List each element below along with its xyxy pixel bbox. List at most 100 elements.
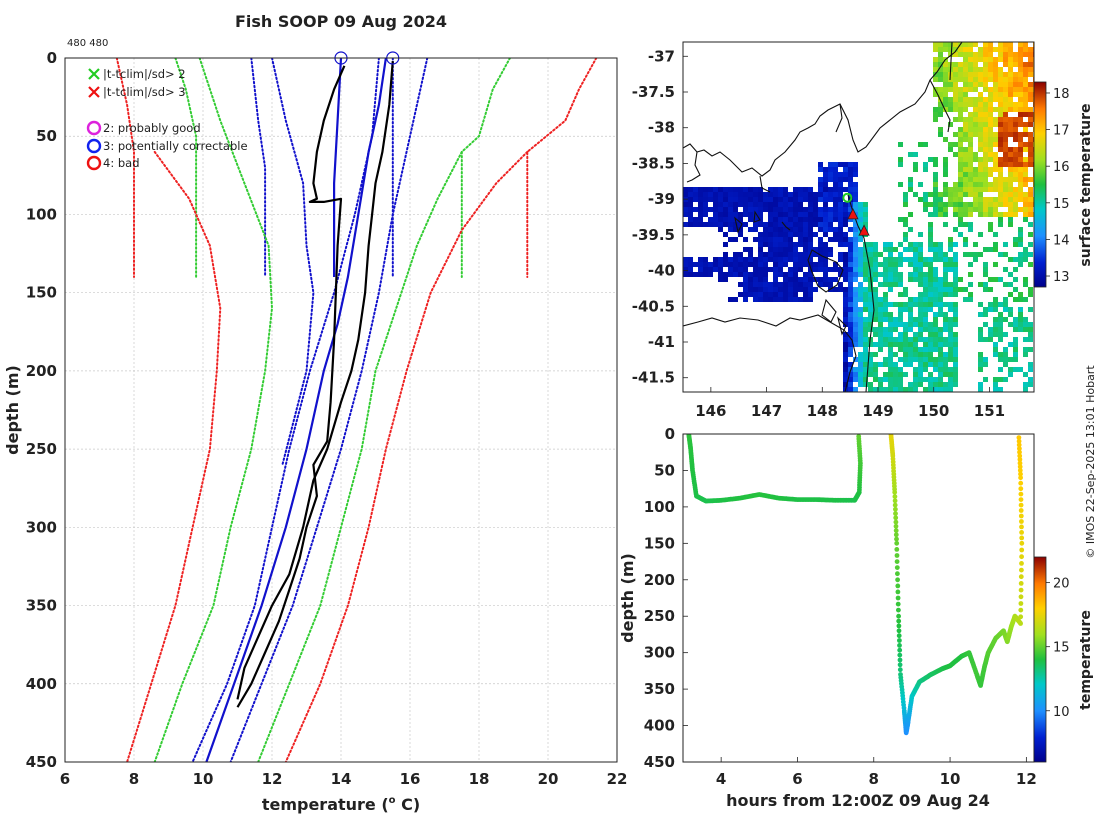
map-sst-cell xyxy=(773,232,778,237)
map-sst-cell xyxy=(918,352,923,357)
map-sst-cell xyxy=(753,257,758,262)
profile-ticks: 6 8 10 12 14 16 18 20 22050100150200250300350400… xyxy=(26,49,628,788)
map-sst-cell xyxy=(1028,112,1033,117)
map-sst-cell xyxy=(838,252,843,257)
map-sst-cell xyxy=(858,372,863,377)
map-sst-cell xyxy=(838,242,843,247)
map-sst-cell xyxy=(863,357,868,362)
map-sst-cell xyxy=(708,217,713,222)
map-sst-cell xyxy=(898,272,903,277)
timeseries-xtick-label: 12 xyxy=(1016,770,1037,788)
map-sst-cell xyxy=(983,197,988,202)
map-sst-cell xyxy=(1018,57,1023,62)
map-sst-cell xyxy=(843,352,848,357)
map-sst-cell xyxy=(993,242,998,247)
map-sst-cell xyxy=(1018,232,1023,237)
coast-east-gippsland xyxy=(929,79,951,133)
map-sst-cell xyxy=(1028,132,1033,137)
map-sst-cell xyxy=(778,187,783,192)
map-sst-cell xyxy=(848,177,853,182)
map-sst-cell xyxy=(998,72,1003,77)
map-sst-cell xyxy=(1008,367,1013,372)
map-sst-cell xyxy=(953,117,958,122)
map-sst-cell xyxy=(963,252,968,257)
map-sst-cell xyxy=(883,342,888,347)
map-sst-cell xyxy=(813,197,818,202)
map-sst-cell xyxy=(853,312,858,317)
map-sst-cell xyxy=(953,367,958,372)
map-sst-cell xyxy=(718,212,723,217)
map-sst-cell xyxy=(1023,67,1028,72)
map-sst-cell xyxy=(743,257,748,262)
map-sst-cell xyxy=(793,257,798,262)
timeseries-point xyxy=(1018,614,1024,620)
profile-xtick-label: 8 xyxy=(129,770,139,788)
map-sst-cell xyxy=(758,212,763,217)
map-sst-cell xyxy=(828,222,833,227)
map-sst-cell xyxy=(998,217,1003,222)
map-sst-cell xyxy=(1003,142,1008,147)
map-sst-cell xyxy=(998,252,1003,257)
map-sst-cell xyxy=(818,267,823,272)
map-sst-cell xyxy=(748,257,753,262)
timeseries-point xyxy=(894,536,899,542)
timeseries-point xyxy=(1018,581,1024,586)
map-sst-cell xyxy=(703,187,708,192)
map-sst-cell xyxy=(908,152,913,157)
map-sst-cell xyxy=(988,222,993,227)
map-sst-cell xyxy=(728,262,733,267)
profile-chart: 6 8 10 12 14 16 18 20 22050100150200250300350400… xyxy=(3,49,627,814)
map-sst-cell xyxy=(878,347,883,352)
map-sst-cell xyxy=(873,247,878,252)
map-sst-cell xyxy=(838,192,843,197)
map-sst-cell xyxy=(968,102,973,107)
map-sst-cell xyxy=(1018,297,1023,302)
map-sst-cell xyxy=(773,272,778,277)
map-sst-cell xyxy=(928,387,933,392)
map-sst-cell xyxy=(843,332,848,337)
map-sst-cell xyxy=(748,192,753,197)
map-sst-cell xyxy=(1023,82,1028,87)
map-sst-cell xyxy=(938,102,943,107)
map-sst-cell xyxy=(938,357,943,362)
map-sst-cell xyxy=(933,182,938,187)
map-sst-cell xyxy=(978,282,983,287)
map-sst-cell xyxy=(943,62,948,67)
map-sst-cell xyxy=(728,212,733,217)
map-sst-cell xyxy=(903,257,908,262)
map-sst-cell xyxy=(983,262,988,267)
map-sst-cell xyxy=(768,232,773,237)
map-sst-cell xyxy=(1003,352,1008,357)
map-sst-cell xyxy=(988,72,993,77)
map-sst-cell xyxy=(983,152,988,157)
map-sst-cell xyxy=(733,202,738,207)
map-sst-cell xyxy=(978,82,983,87)
map-sst-cell xyxy=(753,262,758,267)
map-sst-cell xyxy=(918,377,923,382)
timeseries-point xyxy=(1016,438,1022,444)
profile-ytick-label: 250 xyxy=(26,440,57,458)
map-sst-cell xyxy=(943,257,948,262)
map-sst-cell xyxy=(863,257,868,262)
map-sst-cell xyxy=(773,187,778,192)
map-sst-cell xyxy=(858,367,863,372)
map-sst-cell xyxy=(978,112,983,117)
map-sst-cell xyxy=(778,292,783,297)
map-sst-cell xyxy=(913,382,918,387)
coast-bays xyxy=(686,103,843,193)
map-ytick-label: -41 xyxy=(648,333,675,351)
map-sst-cell xyxy=(838,182,843,187)
map-sst-cell xyxy=(943,292,948,297)
map-sst-cell xyxy=(698,187,703,192)
timeseries-point xyxy=(1017,464,1023,470)
map-sst-cell xyxy=(788,277,793,282)
map-sst-cell xyxy=(853,182,858,187)
map-sst-cell xyxy=(983,272,988,277)
map-sst-cell xyxy=(1028,212,1033,217)
map-sst-cell xyxy=(943,202,948,207)
map-sst-cell xyxy=(1013,77,1018,82)
map-ytick-label: -39.5 xyxy=(632,226,675,244)
map-sst-cell xyxy=(763,287,768,292)
map-sst-cell xyxy=(978,47,983,52)
map-sst-cell xyxy=(788,217,793,222)
